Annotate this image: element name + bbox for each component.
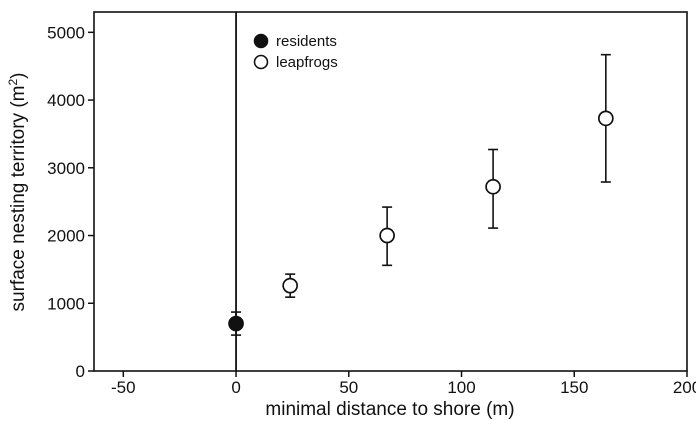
plot-frame [93,11,688,372]
y-axis-title: surface nesting territory (m2) [6,73,29,312]
y-tick-label-2: 2000 [47,227,85,246]
x-tick-label-1: 0 [231,378,240,397]
y-tick-label-0: 0 [76,362,85,381]
legend-marker-leapfrogs [253,54,269,70]
y-tick-label-4: 4000 [47,91,85,110]
y-axis-title-main: surface nesting territory (m [8,86,29,312]
y-axis-title-superscript: 2 [6,79,20,86]
legend-label-residents: residents [276,33,337,50]
x-tick-label-2: 50 [339,378,358,397]
legend-marker-residents [253,33,269,49]
x-tick-label-5: 200 [673,378,696,397]
point-leapfrogs-2 [485,178,501,195]
legend-label-leapfrogs: leapfrogs [276,54,338,71]
y-tick-label-1: 1000 [47,294,85,313]
x-axis-title: minimal distance to shore (m) [265,399,514,420]
y-tick-label-5: 5000 [47,23,85,42]
y-axis-title-close: ) [8,73,29,79]
point-leapfrogs-3 [597,110,614,127]
x-tick-label-4: 150 [560,378,588,397]
point-leapfrogs-1 [379,227,395,244]
x-tick-label-3: 100 [447,378,475,397]
point-residents-0 [228,315,244,332]
y-tick-label-3: 3000 [47,159,85,178]
legend: residents leapfrogs [253,33,338,71]
x-tick-label-0: -50 [111,378,136,397]
point-leapfrogs-0 [282,277,299,294]
